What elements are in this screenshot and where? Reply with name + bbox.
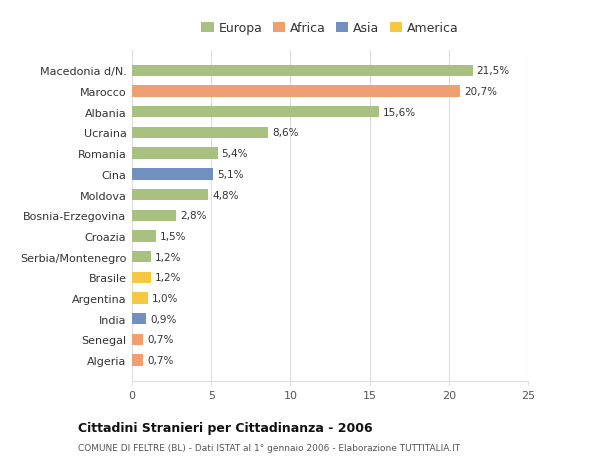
Bar	[132, 169, 213, 180]
Text: 4,8%: 4,8%	[212, 190, 238, 200]
Text: COMUNE DI FELTRE (BL) - Dati ISTAT al 1° gennaio 2006 - Elaborazione TUTTITALIA.: COMUNE DI FELTRE (BL) - Dati ISTAT al 1°…	[78, 443, 460, 452]
Text: 21,5%: 21,5%	[476, 66, 509, 76]
Text: 0,7%: 0,7%	[147, 355, 173, 365]
Bar	[132, 252, 151, 263]
Text: 0,9%: 0,9%	[150, 314, 176, 324]
Text: Cittadini Stranieri per Cittadinanza - 2006: Cittadini Stranieri per Cittadinanza - 2…	[78, 421, 373, 434]
Bar	[132, 293, 148, 304]
Bar	[132, 66, 473, 77]
Bar	[132, 210, 176, 221]
Legend: Europa, Africa, Asia, America: Europa, Africa, Asia, America	[196, 17, 464, 40]
Text: 15,6%: 15,6%	[383, 107, 416, 118]
Text: 1,2%: 1,2%	[155, 273, 181, 283]
Text: 8,6%: 8,6%	[272, 128, 299, 138]
Bar	[132, 190, 208, 201]
Text: 5,4%: 5,4%	[221, 149, 248, 159]
Bar	[132, 355, 143, 366]
Bar	[132, 128, 268, 139]
Text: 1,5%: 1,5%	[160, 231, 186, 241]
Bar	[132, 148, 218, 159]
Bar	[132, 334, 143, 345]
Text: 1,2%: 1,2%	[155, 252, 181, 262]
Bar	[132, 313, 146, 325]
Text: 20,7%: 20,7%	[464, 87, 497, 97]
Text: 5,1%: 5,1%	[217, 169, 243, 179]
Text: 0,7%: 0,7%	[147, 335, 173, 345]
Bar	[132, 107, 379, 118]
Text: 1,0%: 1,0%	[152, 293, 178, 303]
Bar	[132, 86, 460, 97]
Text: 2,8%: 2,8%	[181, 211, 207, 221]
Bar	[132, 272, 151, 283]
Bar	[132, 231, 156, 242]
